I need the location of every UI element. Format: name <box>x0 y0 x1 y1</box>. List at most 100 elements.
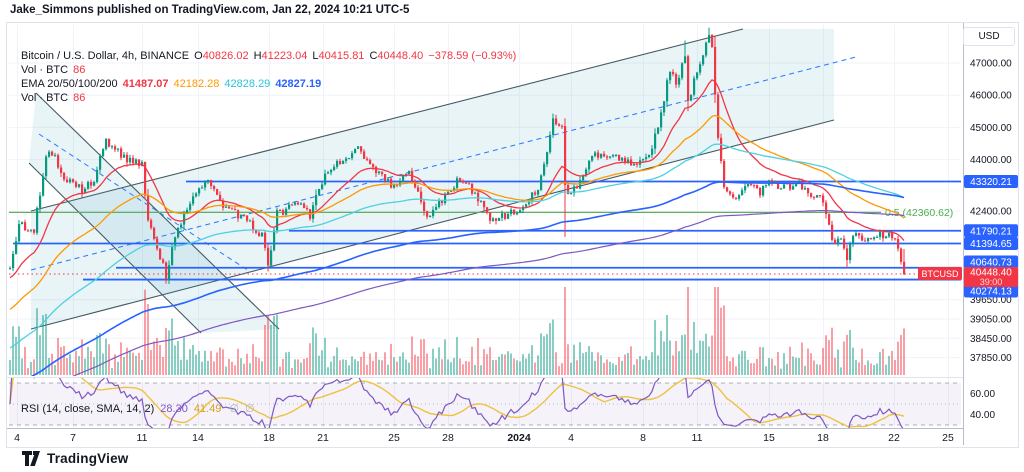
chart-legend: Bitcoin / U.S. Dollar, 4h, BINANCE O40826… <box>21 49 516 105</box>
time-tick-label: 7 <box>70 432 76 444</box>
volume-label: Vol · BTC <box>21 64 69 76</box>
rsi-value: 28.30 <box>160 403 188 415</box>
svg-text:40274.13: 40274.13 <box>970 287 1012 298</box>
tradingview-brand-text: TradingView <box>47 451 129 466</box>
ema100-line[interactable] <box>9 143 905 349</box>
change-value: −378.59 (−0.93%) <box>428 50 517 62</box>
volume-bars <box>9 287 905 375</box>
ohlc-high-label: H <box>253 50 262 62</box>
channel-upper-line-1[interactable] <box>35 92 280 330</box>
ema200-value: 42827.19 <box>275 78 322 90</box>
price-tick-label: 44000.00 <box>970 155 1012 166</box>
svg-text:40640.73: 40640.73 <box>970 258 1012 269</box>
price-pane[interactable]: 0.5 (42360.62) <box>9 27 961 404</box>
svg-text:41394.65: 41394.65 <box>970 239 1012 250</box>
volume-value: 86 <box>73 64 86 76</box>
rsi-empty-value-2: ∅ <box>244 403 255 415</box>
pane-separators <box>7 23 1017 445</box>
rsi-ma-value: 41.49 <box>193 403 222 415</box>
volume2-legend-row[interactable]: Vol · BTC 86 <box>21 91 516 105</box>
ema20-line[interactable] <box>9 79 905 279</box>
price-tick-label: 39650.00 <box>970 295 1012 306</box>
rsi-label: RSI (14, close, SMA, 14, 2) <box>21 403 155 415</box>
ohlc-high-value: 41223.04 <box>261 50 308 62</box>
symbol-title: Bitcoin / U.S. Dollar, 4h, BINANCE <box>21 50 190 62</box>
candle-countdown: 39:00 <box>980 277 1003 287</box>
price-badge-41790.21 <box>964 224 1018 238</box>
ema100-value: 42828.29 <box>224 78 271 90</box>
ema-legend-row[interactable]: EMA 20/50/100/200 41487.07 42182.28 42828.2… <box>21 77 516 91</box>
svg-text:BTCUSD: BTCUSD <box>921 269 959 279</box>
rsi-ma-line <box>9 378 905 428</box>
tradingview-logo-icon <box>22 451 40 466</box>
publish-header: Jake_Simmons published on TradingView.co… <box>10 4 410 16</box>
time-tick-label: 4 <box>14 432 20 444</box>
price-tick-label: 45000.00 <box>970 123 1012 134</box>
price-tick-label: 38450.00 <box>970 334 1012 345</box>
rsi-tick-label: 40.00 <box>970 410 995 421</box>
ema200-line[interactable] <box>10 181 905 387</box>
ohlc-open-label: O <box>194 50 203 62</box>
svg-text:43320.21: 43320.21 <box>970 177 1012 188</box>
symbol-price-tag <box>918 266 962 280</box>
channel-lower-line-1[interactable] <box>28 162 202 334</box>
price-scale[interactable]: 47000.00 46000.00 45000.00 44000.00 42400.00… <box>918 23 1018 445</box>
price-badge-41394.65 <box>964 236 1018 250</box>
rsi-line <box>9 378 904 428</box>
ohlc-low-label: L <box>312 50 319 62</box>
price-tick-label: 46000.00 <box>970 91 1012 102</box>
price-tick-label: 47000.00 <box>970 59 1012 70</box>
price-badge-40274.13 <box>964 284 1018 298</box>
ohlc-low-value: 40415.81 <box>318 50 365 62</box>
footer-branding: TradingView <box>22 450 128 467</box>
chart-canvas[interactable]: 0.5 (42360.62)47000.0046000.0045000.0044… <box>7 23 1018 445</box>
time-tick-label: 28 <box>442 432 454 444</box>
svg-text:41790.21: 41790.21 <box>970 226 1012 237</box>
ohlc-close-label: C <box>369 50 378 62</box>
price-tick-label: 42400.00 <box>970 207 1012 218</box>
time-tick-label: 18 <box>263 432 275 444</box>
time-scale[interactable]: 4 7 11 14 18 21 25 28 2024 4 8 11 15 18 22 25 <box>14 432 954 444</box>
rsi-empty-value-1: ∅ <box>229 403 239 415</box>
channel-mid-dashed-1[interactable] <box>38 133 250 272</box>
ema50-line[interactable] <box>9 114 905 310</box>
time-tick-label: 22 <box>888 432 900 444</box>
ohlc-open-value: 40826.02 <box>202 50 249 62</box>
svg-text:40448.40: 40448.40 <box>970 267 1012 278</box>
price-badge-43320.21 <box>964 174 1018 188</box>
time-tick-label: 4 <box>568 432 574 444</box>
time-tick-label: 25 <box>942 432 954 444</box>
time-tick-label: 25 <box>388 432 400 444</box>
channel-upper-line-0[interactable] <box>30 28 744 212</box>
current-price-badge <box>964 266 1018 287</box>
channel-mid-dashed-0[interactable] <box>30 56 857 271</box>
volume2-label: Vol · BTC <box>21 92 69 104</box>
ema300-line[interactable] <box>10 210 905 404</box>
channel-lower-line-0[interactable] <box>30 119 835 330</box>
time-tick-label: 11 <box>137 432 148 444</box>
volume-legend-row[interactable]: Vol · BTC 86 <box>21 63 516 77</box>
time-tick-label: 11 <box>692 432 703 444</box>
ema50-value: 42182.28 <box>173 78 220 90</box>
time-tick-label: 2024 <box>507 432 531 444</box>
time-tick-label: 14 <box>192 432 204 444</box>
time-tick-label: 15 <box>763 432 775 444</box>
time-tick-label: 18 <box>817 432 829 444</box>
volume2-value: 86 <box>73 92 86 104</box>
price-badge-40640.73 <box>964 255 1018 269</box>
ohlc-close-value: 40448.40 <box>377 50 424 62</box>
price-tick-label: 39050.00 <box>970 314 1012 325</box>
rsi-tick-label: 60.00 <box>970 389 995 400</box>
symbol-legend-row[interactable]: Bitcoin / U.S. Dollar, 4h, BINANCE O40826… <box>21 49 516 63</box>
rsi-legend-row[interactable]: RSI (14, close, SMA, 14, 2) 28.30 41.49 ∅ ∅ <box>21 402 255 415</box>
price-tick-label: 37850.00 <box>970 353 1012 364</box>
time-tick-label: 21 <box>317 432 329 444</box>
ema-label: EMA 20/50/100/200 <box>21 78 118 90</box>
ema20-value: 41487.07 <box>122 78 169 90</box>
chart-frame: 0.5 (42360.62) 47000.00 46000.00 45000.00 44… <box>6 22 1019 448</box>
channel-fill-0 <box>31 29 834 329</box>
time-tick-label: 8 <box>640 432 646 444</box>
rsi-pane[interactable] <box>9 352 961 437</box>
currency-unit-button[interactable]: USD <box>963 27 1015 46</box>
